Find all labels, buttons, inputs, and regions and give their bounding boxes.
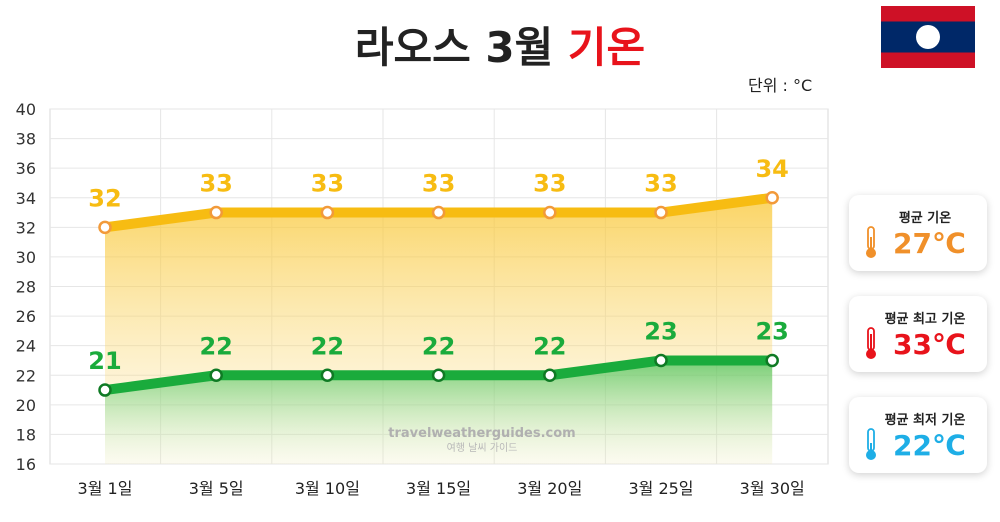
series-area-low bbox=[105, 360, 773, 464]
series-areas bbox=[105, 197, 773, 464]
data-labels: 32 33 33 33 33 33 34 21 22 22 22 22 23 23 bbox=[88, 155, 789, 375]
y-tick-label: 26 bbox=[16, 307, 36, 326]
x-tick-label: 3월 15일 bbox=[406, 479, 471, 498]
data-point-high bbox=[765, 191, 779, 205]
data-point-low bbox=[98, 383, 112, 397]
high-temp-value: 33℃ bbox=[893, 328, 966, 361]
x-tick-label: 3월 10일 bbox=[295, 479, 360, 498]
y-tick-label: 18 bbox=[16, 425, 36, 444]
data-point-high bbox=[654, 205, 668, 220]
data-label-low: 22 bbox=[311, 332, 344, 360]
data-label-low: 22 bbox=[422, 332, 455, 360]
data-label-high: 33 bbox=[311, 170, 344, 198]
x-axis-ticks: 3월 1일 3월 5일 3월 10일 3월 15일 3월 20일 3월 25일 3월 30일 bbox=[78, 479, 805, 498]
low-temp-value: 22℃ bbox=[893, 429, 966, 462]
data-point-low bbox=[543, 368, 557, 382]
avg-temp-value: 27℃ bbox=[893, 227, 966, 260]
data-point-high bbox=[320, 205, 335, 220]
y-axis-ticks: 16 18 20 22 24 26 28 30 32 34 36 38 40 bbox=[16, 100, 36, 474]
laos-flag-icon bbox=[881, 6, 975, 68]
y-tick-label: 40 bbox=[16, 100, 36, 119]
y-tick-label: 20 bbox=[16, 396, 36, 415]
data-label-low: 22 bbox=[199, 332, 232, 360]
avg-temp-label: 평균 기온 bbox=[898, 211, 952, 226]
thermometer-icon bbox=[866, 327, 876, 359]
data-point-low bbox=[209, 368, 223, 382]
data-label-low: 22 bbox=[533, 332, 566, 360]
data-label-low: 23 bbox=[644, 317, 677, 345]
watermark-line2: 여행 날씨 가이드 bbox=[447, 442, 518, 454]
high-temp-label: 평균 최고 기온 bbox=[884, 312, 966, 327]
data-label-high: 34 bbox=[755, 155, 788, 183]
low-temp-card: 평균 최저 기온 22℃ bbox=[849, 397, 987, 473]
watermark: travelweatherguides.com 여행 날씨 가이드 bbox=[388, 426, 575, 454]
y-tick-label: 28 bbox=[16, 278, 36, 297]
y-tick-label: 38 bbox=[16, 130, 36, 149]
data-label-high: 33 bbox=[199, 170, 232, 198]
unit-label: 단위 : °C bbox=[748, 76, 813, 95]
title-main: 라오스 3월 bbox=[354, 23, 554, 72]
y-tick-label: 32 bbox=[16, 218, 36, 237]
thermometer-icon bbox=[866, 428, 876, 460]
y-tick-label: 22 bbox=[16, 366, 36, 385]
high-temp-card: 평균 최고 기온 33℃ bbox=[849, 296, 987, 372]
data-point-high bbox=[209, 205, 223, 220]
low-temp-label: 평균 최저 기온 bbox=[884, 413, 966, 428]
x-tick-label: 3월 30일 bbox=[740, 479, 805, 498]
x-tick-label: 3월 1일 bbox=[78, 479, 133, 498]
y-tick-label: 34 bbox=[16, 189, 36, 208]
data-label-low: 21 bbox=[88, 347, 121, 375]
data-point-low bbox=[431, 368, 446, 382]
data-point-high bbox=[98, 220, 112, 235]
data-label-high: 33 bbox=[422, 170, 455, 198]
x-tick-label: 3월 20일 bbox=[517, 479, 582, 498]
data-label-low: 23 bbox=[755, 317, 788, 345]
y-tick-label: 36 bbox=[16, 159, 36, 178]
y-tick-label: 16 bbox=[16, 455, 36, 474]
data-point-low bbox=[654, 353, 668, 368]
y-tick-label: 30 bbox=[16, 248, 36, 267]
thermometer-icon bbox=[866, 226, 876, 258]
data-point-high bbox=[431, 205, 446, 220]
data-point-low bbox=[320, 368, 335, 382]
watermark-line1: travelweatherguides.com bbox=[388, 426, 575, 441]
page-title: 라오스 3월 기온 bbox=[0, 14, 1000, 75]
x-tick-label: 3월 25일 bbox=[628, 479, 693, 498]
data-label-high: 33 bbox=[533, 170, 566, 198]
data-point-low bbox=[765, 353, 779, 368]
y-tick-label: 24 bbox=[16, 337, 36, 356]
title-accent: 기온 bbox=[567, 23, 646, 72]
series-points bbox=[98, 191, 779, 397]
data-label-high: 33 bbox=[644, 170, 677, 198]
data-point-high bbox=[543, 205, 557, 220]
x-tick-label: 3월 5일 bbox=[189, 479, 244, 498]
avg-temp-card: 평균 기온 27℃ bbox=[849, 195, 987, 271]
data-label-high: 32 bbox=[88, 184, 121, 212]
